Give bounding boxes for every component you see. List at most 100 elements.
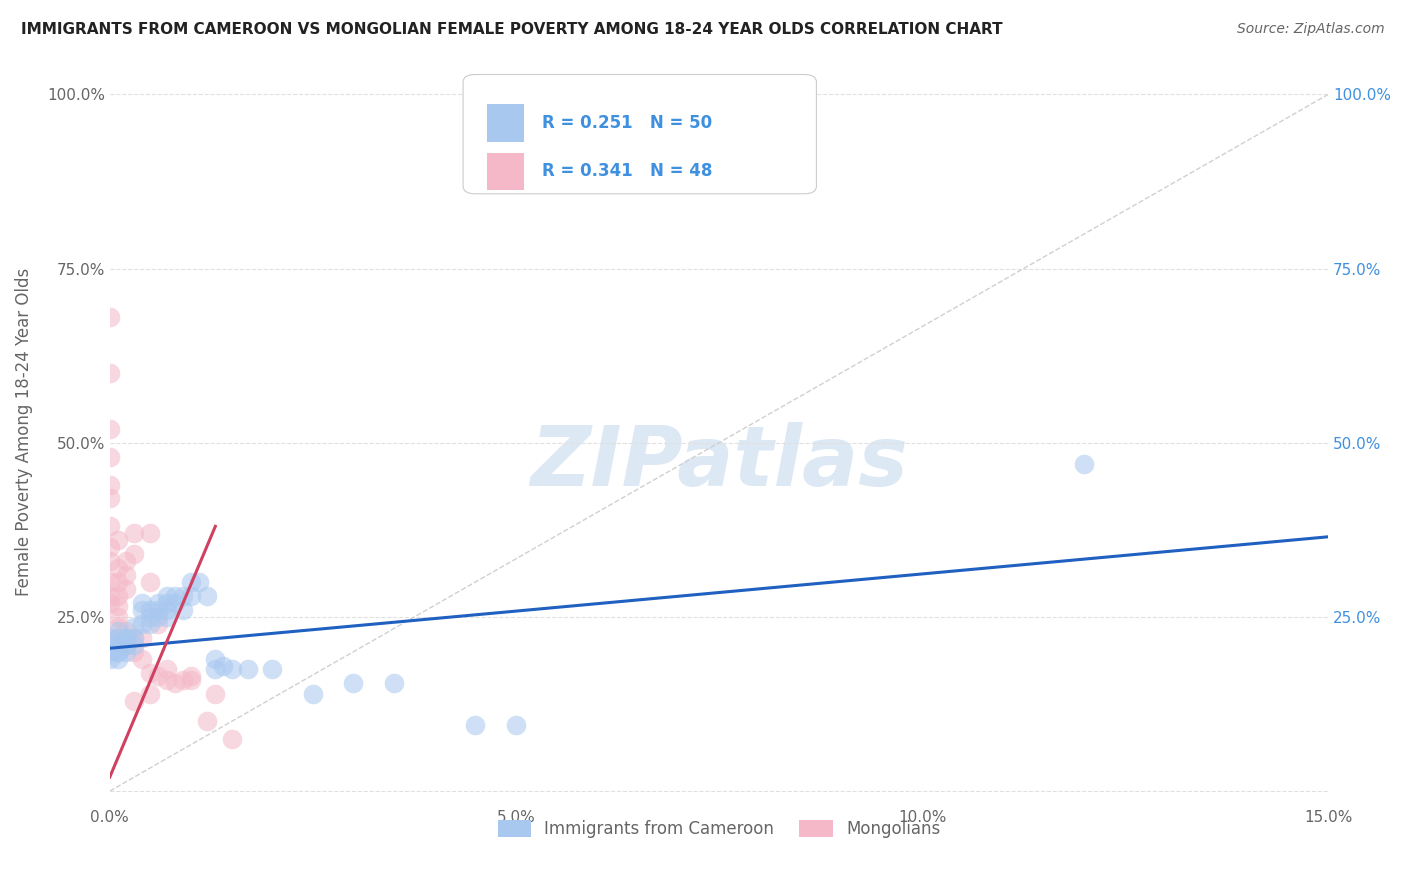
- Point: [172, 589, 194, 603]
- Point: [301, 687, 323, 701]
- Point: [163, 589, 186, 603]
- Point: [180, 669, 202, 683]
- Point: [204, 651, 226, 665]
- Point: [148, 610, 170, 624]
- Point: [115, 568, 138, 582]
- Point: [115, 582, 138, 596]
- Point: [195, 714, 218, 729]
- Point: [107, 533, 129, 548]
- Point: [148, 616, 170, 631]
- Point: [98, 651, 121, 665]
- Point: [212, 658, 235, 673]
- Point: [98, 631, 121, 645]
- Point: [204, 662, 226, 676]
- Point: [505, 718, 527, 732]
- Point: [98, 491, 121, 506]
- Point: [107, 638, 129, 652]
- Text: R = 0.341   N = 48: R = 0.341 N = 48: [543, 162, 713, 180]
- Point: [122, 620, 145, 634]
- Point: [221, 662, 243, 676]
- Point: [98, 366, 121, 380]
- Legend: Immigrants from Cameroon, Mongolians: Immigrants from Cameroon, Mongolians: [491, 814, 946, 845]
- Text: IMMIGRANTS FROM CAMEROON VS MONGOLIAN FEMALE POVERTY AMONG 18-24 YEAR OLDS CORRE: IMMIGRANTS FROM CAMEROON VS MONGOLIAN FE…: [21, 22, 1002, 37]
- Point: [98, 596, 121, 610]
- Point: [155, 596, 177, 610]
- Point: [139, 575, 162, 590]
- Point: [464, 718, 486, 732]
- Point: [98, 310, 121, 325]
- Point: [131, 631, 153, 645]
- Point: [122, 631, 145, 645]
- Point: [342, 676, 364, 690]
- Point: [195, 589, 218, 603]
- Point: [115, 638, 138, 652]
- Point: [180, 575, 202, 590]
- Point: [107, 575, 129, 590]
- Point: [148, 603, 170, 617]
- Point: [139, 526, 162, 541]
- Point: [98, 638, 121, 652]
- Point: [115, 638, 138, 652]
- Point: [148, 669, 170, 683]
- Point: [139, 616, 162, 631]
- Point: [172, 603, 194, 617]
- Point: [98, 450, 121, 464]
- Point: [139, 603, 162, 617]
- Point: [236, 662, 259, 676]
- Point: [107, 645, 129, 659]
- Point: [131, 616, 153, 631]
- Point: [107, 589, 129, 603]
- Point: [122, 638, 145, 652]
- Point: [155, 589, 177, 603]
- Point: [98, 645, 121, 659]
- Point: [180, 673, 202, 687]
- Point: [1073, 457, 1095, 471]
- Point: [107, 651, 129, 665]
- Y-axis label: Female Poverty Among 18-24 Year Olds: Female Poverty Among 18-24 Year Olds: [15, 268, 32, 597]
- Point: [139, 665, 162, 680]
- Point: [131, 651, 153, 665]
- Point: [122, 526, 145, 541]
- Point: [172, 673, 194, 687]
- FancyBboxPatch shape: [463, 75, 817, 194]
- Point: [115, 631, 138, 645]
- Point: [115, 554, 138, 568]
- Point: [98, 541, 121, 555]
- Point: [163, 596, 186, 610]
- Point: [122, 631, 145, 645]
- Point: [188, 575, 211, 590]
- Point: [107, 631, 129, 645]
- FancyBboxPatch shape: [488, 104, 524, 142]
- Point: [98, 554, 121, 568]
- Point: [98, 519, 121, 533]
- Point: [107, 599, 129, 614]
- Point: [139, 687, 162, 701]
- Point: [107, 610, 129, 624]
- Point: [204, 687, 226, 701]
- Point: [122, 547, 145, 561]
- Point: [131, 603, 153, 617]
- Point: [98, 477, 121, 491]
- FancyBboxPatch shape: [488, 153, 524, 190]
- Point: [107, 624, 129, 638]
- Point: [107, 631, 129, 645]
- Point: [107, 645, 129, 659]
- Text: Source: ZipAtlas.com: Source: ZipAtlas.com: [1237, 22, 1385, 37]
- Point: [139, 610, 162, 624]
- Point: [155, 673, 177, 687]
- Point: [131, 596, 153, 610]
- Point: [107, 638, 129, 652]
- Point: [262, 662, 284, 676]
- Point: [180, 589, 202, 603]
- Point: [115, 624, 138, 638]
- Point: [107, 620, 129, 634]
- Point: [221, 731, 243, 746]
- Point: [148, 596, 170, 610]
- Point: [163, 676, 186, 690]
- Point: [98, 589, 121, 603]
- Point: [115, 645, 138, 659]
- Point: [382, 676, 405, 690]
- Point: [107, 561, 129, 575]
- Point: [155, 603, 177, 617]
- Point: [98, 422, 121, 436]
